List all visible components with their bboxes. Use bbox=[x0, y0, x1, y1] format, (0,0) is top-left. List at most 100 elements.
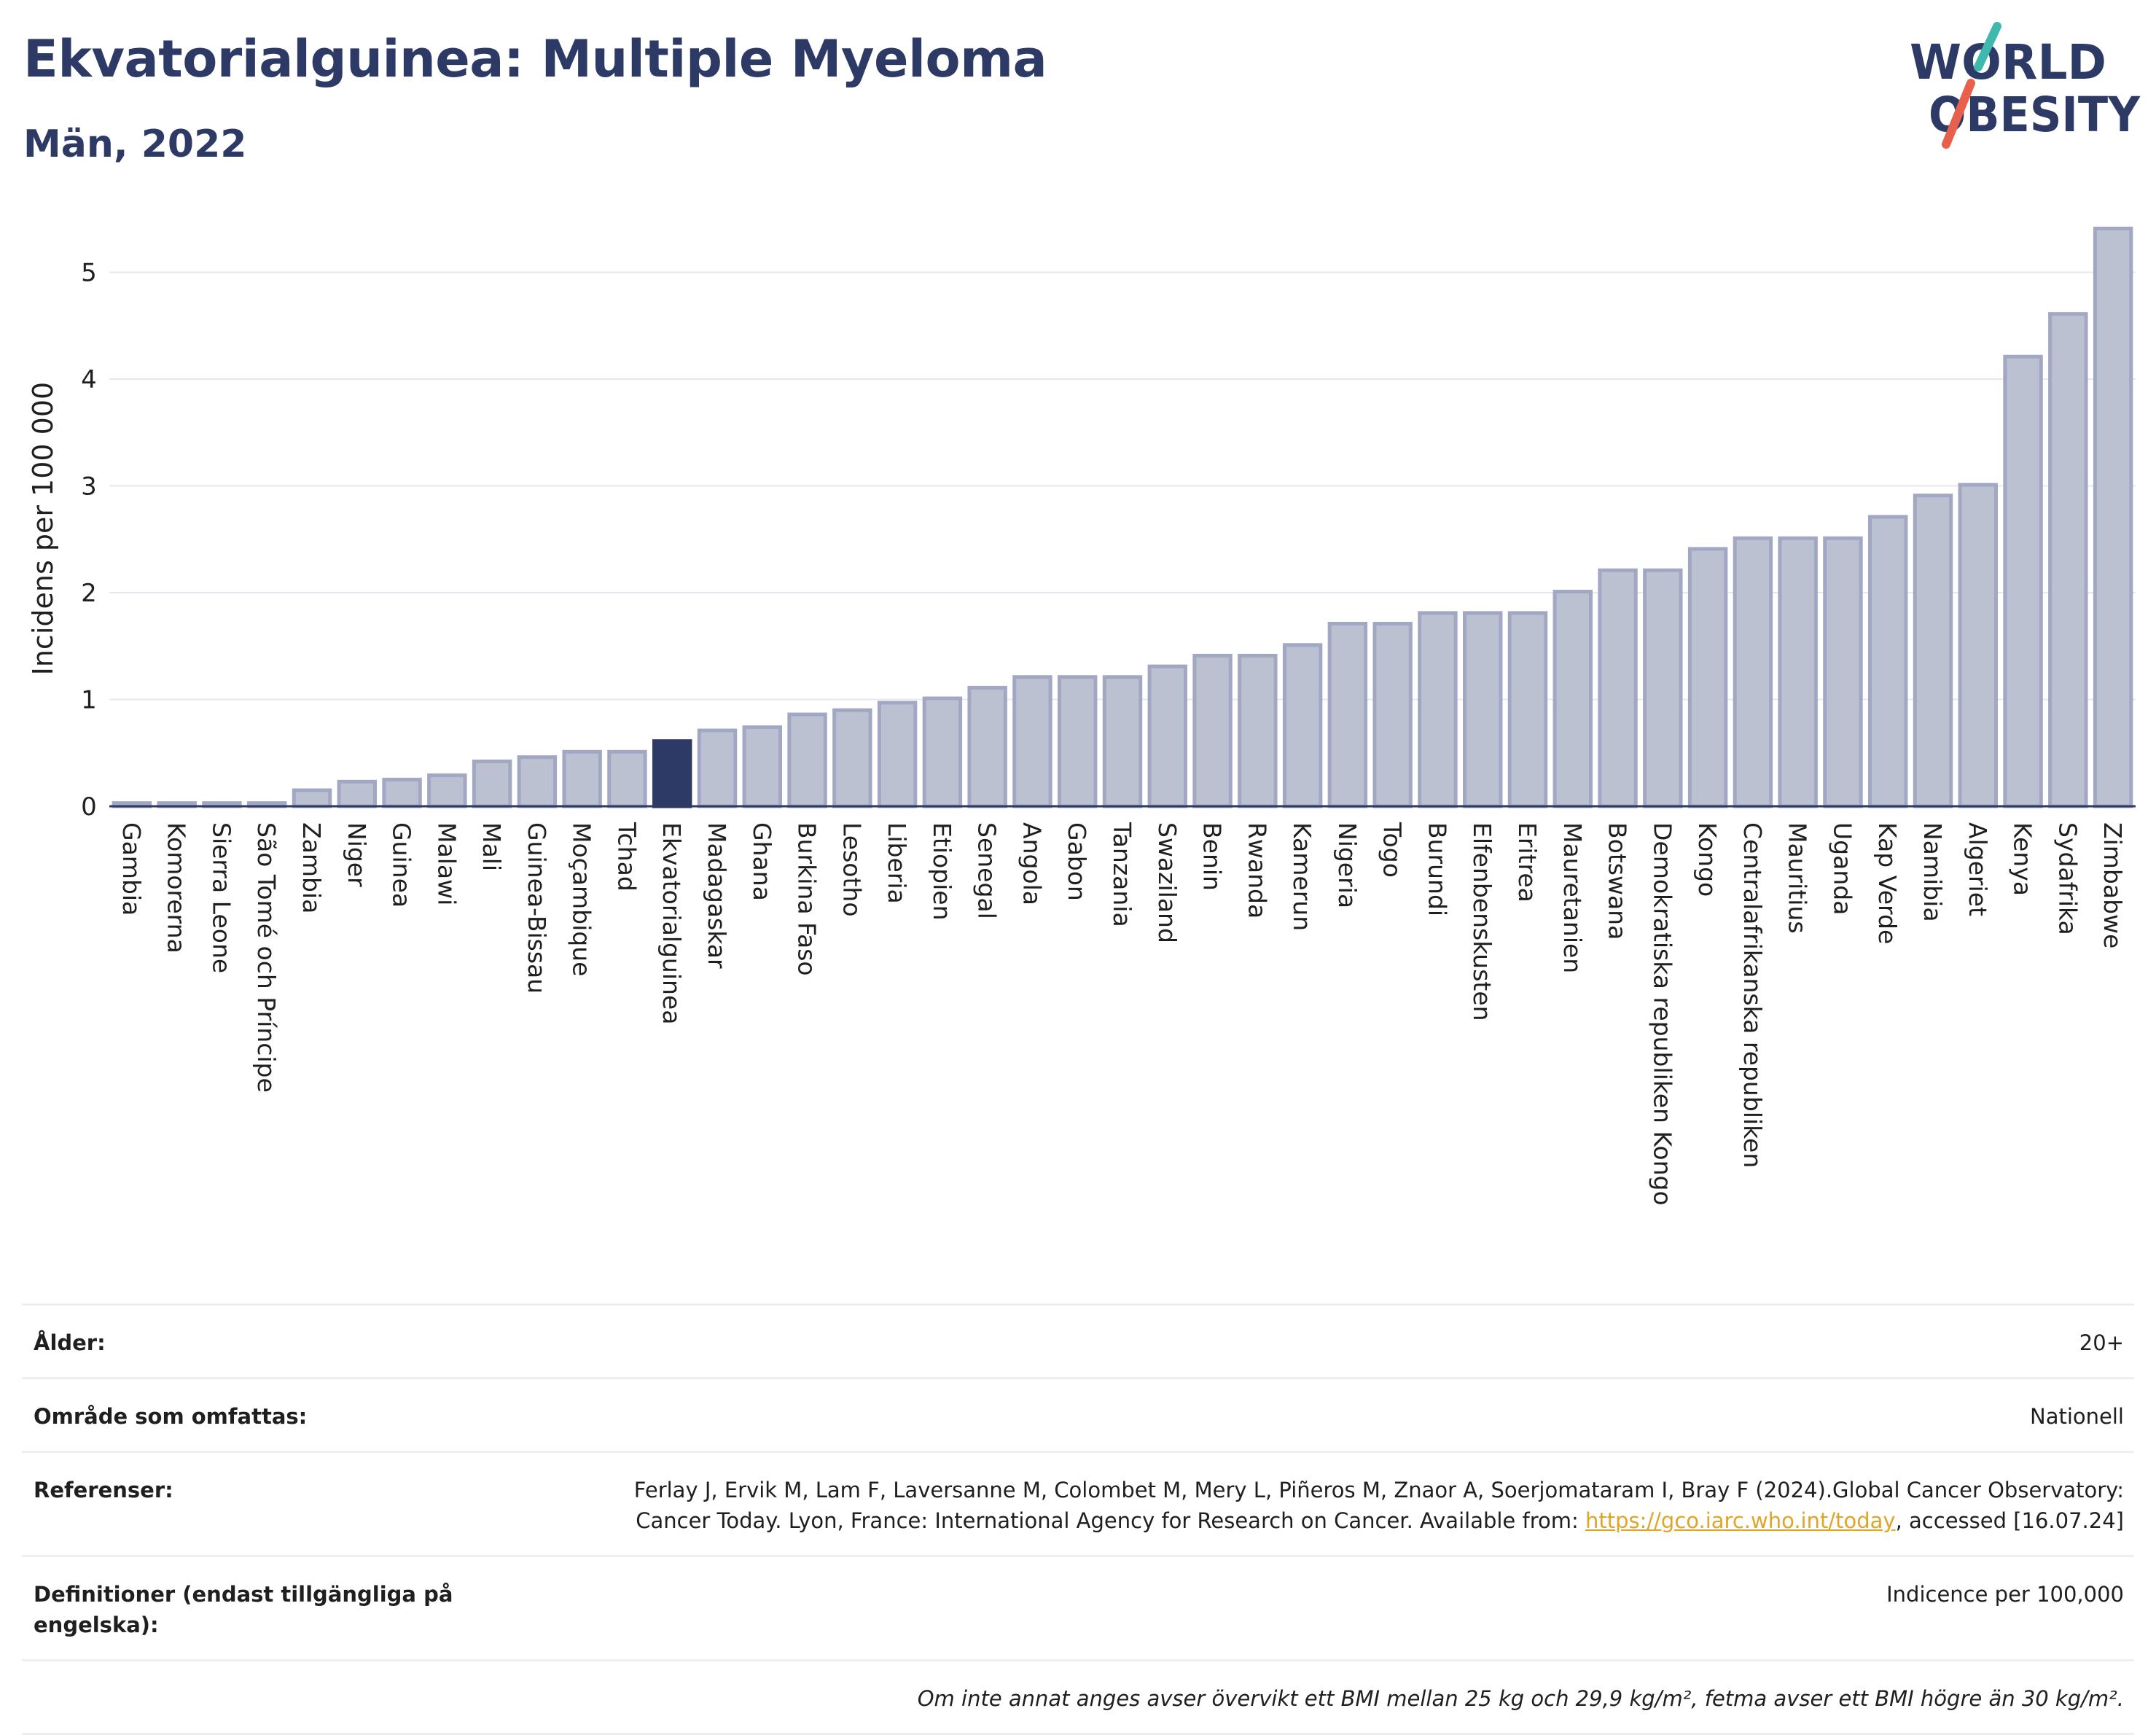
logo-slash-teal bbox=[1974, 22, 2001, 71]
references-suffix: , accessed [16.07.24] bbox=[1895, 1508, 2124, 1533]
x-tick-label: Guinea bbox=[388, 822, 416, 908]
x-tick-label: Rwanda bbox=[1243, 822, 1271, 919]
logo-slash-red bbox=[1942, 79, 1975, 149]
x-tick-label: Centralafrikanska republiken bbox=[1738, 822, 1767, 1168]
x-tick-label: Algeriet bbox=[1964, 822, 1992, 916]
x-tick-label: Demokratiska republiken Kongo bbox=[1648, 822, 1676, 1206]
bar-swaziland bbox=[1147, 664, 1187, 808]
bar-elfenbenskusten bbox=[1463, 611, 1503, 808]
x-tick-label: Kap Verde bbox=[1873, 822, 1902, 944]
x-tick-label: Kenya bbox=[2009, 822, 2037, 896]
x-tick-label: Tchad bbox=[612, 822, 641, 892]
bar-mauretanien bbox=[1552, 590, 1593, 808]
bar-sydafrika bbox=[2048, 312, 2088, 808]
x-tick-label: Ghana bbox=[748, 822, 776, 901]
bar-malawi bbox=[427, 773, 467, 808]
x-tick-label: Ekvatorialguinea bbox=[657, 822, 686, 1024]
bar-tanzania bbox=[1102, 675, 1143, 808]
x-tick-label: São Tomé och Príncipe bbox=[252, 822, 281, 1093]
bar-demokratiska-republiken-kongo bbox=[1643, 568, 1683, 808]
x-tick-label: Tanzania bbox=[1108, 822, 1136, 927]
y-tick-label: 4 bbox=[81, 365, 97, 394]
x-tick-label: Liberia bbox=[883, 822, 911, 904]
y-tick-label: 3 bbox=[81, 472, 97, 502]
area-value: Nationell bbox=[2030, 1404, 2124, 1429]
x-tick-label: Swaziland bbox=[1153, 822, 1181, 943]
x-tick-label: Madagaskar bbox=[703, 822, 731, 969]
x-tick-label: Zimbabwe bbox=[2098, 822, 2127, 948]
x-tick-label: Togo bbox=[1378, 822, 1407, 878]
references-label: Referenser: bbox=[34, 1478, 173, 1502]
x-tick-label: Mauritius bbox=[1784, 822, 1812, 934]
y-tick-label: 2 bbox=[81, 579, 97, 608]
bar-liberia bbox=[877, 701, 918, 808]
y-tick-label: 0 bbox=[81, 792, 97, 822]
bar-angola bbox=[1012, 675, 1052, 808]
y-tick-label: 5 bbox=[81, 259, 97, 288]
area-row: Område som omfattas: Nationell bbox=[22, 1377, 2134, 1451]
bar-guinea bbox=[382, 777, 422, 808]
references-text: Ferlay J, Ervik M, Lam F, Laversanne M, … bbox=[633, 1478, 2124, 1533]
age-value: 20+ bbox=[2079, 1330, 2124, 1355]
bar-uganda bbox=[1823, 536, 1863, 808]
bar-guinea-bissau bbox=[517, 755, 558, 808]
bar-senegal bbox=[967, 685, 1007, 808]
age-row: Ålder: 20+ bbox=[22, 1303, 2134, 1377]
x-tick-label: Botswana bbox=[1604, 822, 1632, 940]
x-tick-label: Uganda bbox=[1828, 822, 1856, 915]
definitions-label: Definitioner (endast tillgängliga på eng… bbox=[34, 1582, 453, 1637]
bar-nigeria bbox=[1327, 621, 1368, 808]
bmi-note: Om inte annat anges avser övervikt ett B… bbox=[917, 1686, 2124, 1711]
x-tick-label: Gabon bbox=[1063, 822, 1091, 901]
bar-kenya bbox=[2003, 354, 2043, 808]
logo-line-1: WORLD bbox=[1910, 34, 2106, 90]
y-tick-label: 1 bbox=[81, 686, 97, 715]
bar-centralafrikanska-republiken bbox=[1733, 536, 1773, 808]
x-tick-label: Guinea-Bissau bbox=[523, 822, 551, 994]
x-tick-label: Zambia bbox=[297, 822, 326, 913]
bar-lesotho bbox=[832, 708, 872, 808]
world-obesity-logo: WORLD OBESITY bbox=[1910, 22, 2141, 149]
x-tick-label: Eritrea bbox=[1513, 822, 1542, 902]
bar-rwanda bbox=[1238, 653, 1278, 808]
x-tick-label: Moçambique bbox=[568, 822, 596, 976]
bar-algeriet bbox=[1958, 483, 1998, 808]
bar-zimbabwe bbox=[2093, 226, 2133, 808]
references-link[interactable]: https://gco.iarc.who.int/today bbox=[1585, 1508, 1896, 1533]
bar-kap-verde bbox=[1868, 515, 1908, 808]
bar-botswana bbox=[1598, 568, 1638, 808]
bar-eritrea bbox=[1507, 611, 1548, 808]
info-table: Ålder: 20+ Område som omfattas: Nationel… bbox=[22, 1303, 2134, 1735]
bar-zambia bbox=[292, 788, 332, 808]
x-tick-label: Kongo bbox=[1693, 822, 1722, 897]
x-tick-label: Sydafrika bbox=[2053, 822, 2082, 935]
note-row: Om inte annat anges avser övervikt ett B… bbox=[22, 1659, 2134, 1735]
x-tick-label: Burkina Faso bbox=[793, 822, 821, 976]
bar-tchad bbox=[607, 749, 647, 808]
references-row: Referenser: Ferlay J, Ervik M, Lam F, La… bbox=[22, 1451, 2134, 1555]
bar-togo bbox=[1372, 621, 1413, 808]
x-tick-label: Gambia bbox=[117, 822, 146, 916]
bar-kamerun bbox=[1282, 643, 1323, 808]
x-tick-label: Burundi bbox=[1423, 822, 1451, 916]
age-label: Ålder: bbox=[34, 1330, 106, 1355]
page-title: Ekvatorialguinea: Multiple Myeloma bbox=[23, 29, 1047, 89]
area-label: Område som omfattas: bbox=[34, 1404, 308, 1429]
bar-chart: Incidens per 100 000 0 1 2 3 4 5 Gambia Komorern… bbox=[27, 226, 2136, 1206]
y-axis-title: Incidens per 100 000 bbox=[27, 382, 59, 676]
x-tick-label: Mali bbox=[477, 822, 506, 871]
bar-namibia bbox=[1913, 494, 1953, 808]
x-tick-label: Kamerun bbox=[1288, 822, 1316, 931]
x-tick-label: Lesotho bbox=[837, 822, 866, 917]
page-subtitle: Män, 2022 bbox=[23, 122, 247, 166]
bar-niger bbox=[337, 779, 377, 808]
x-tick-label: Niger bbox=[343, 822, 371, 887]
bar-madagaskar bbox=[697, 728, 738, 808]
bar-ekvatorialguinea bbox=[652, 739, 692, 808]
bar-gabon bbox=[1058, 675, 1098, 808]
bar-moçambique bbox=[562, 749, 602, 808]
x-tick-label: Angola bbox=[1018, 822, 1046, 905]
x-tick-label: Komorerna bbox=[163, 822, 191, 954]
x-tick-label: Sierra Leone bbox=[207, 822, 235, 973]
definitions-value: Indicence per 100,000 bbox=[1886, 1582, 2124, 1607]
